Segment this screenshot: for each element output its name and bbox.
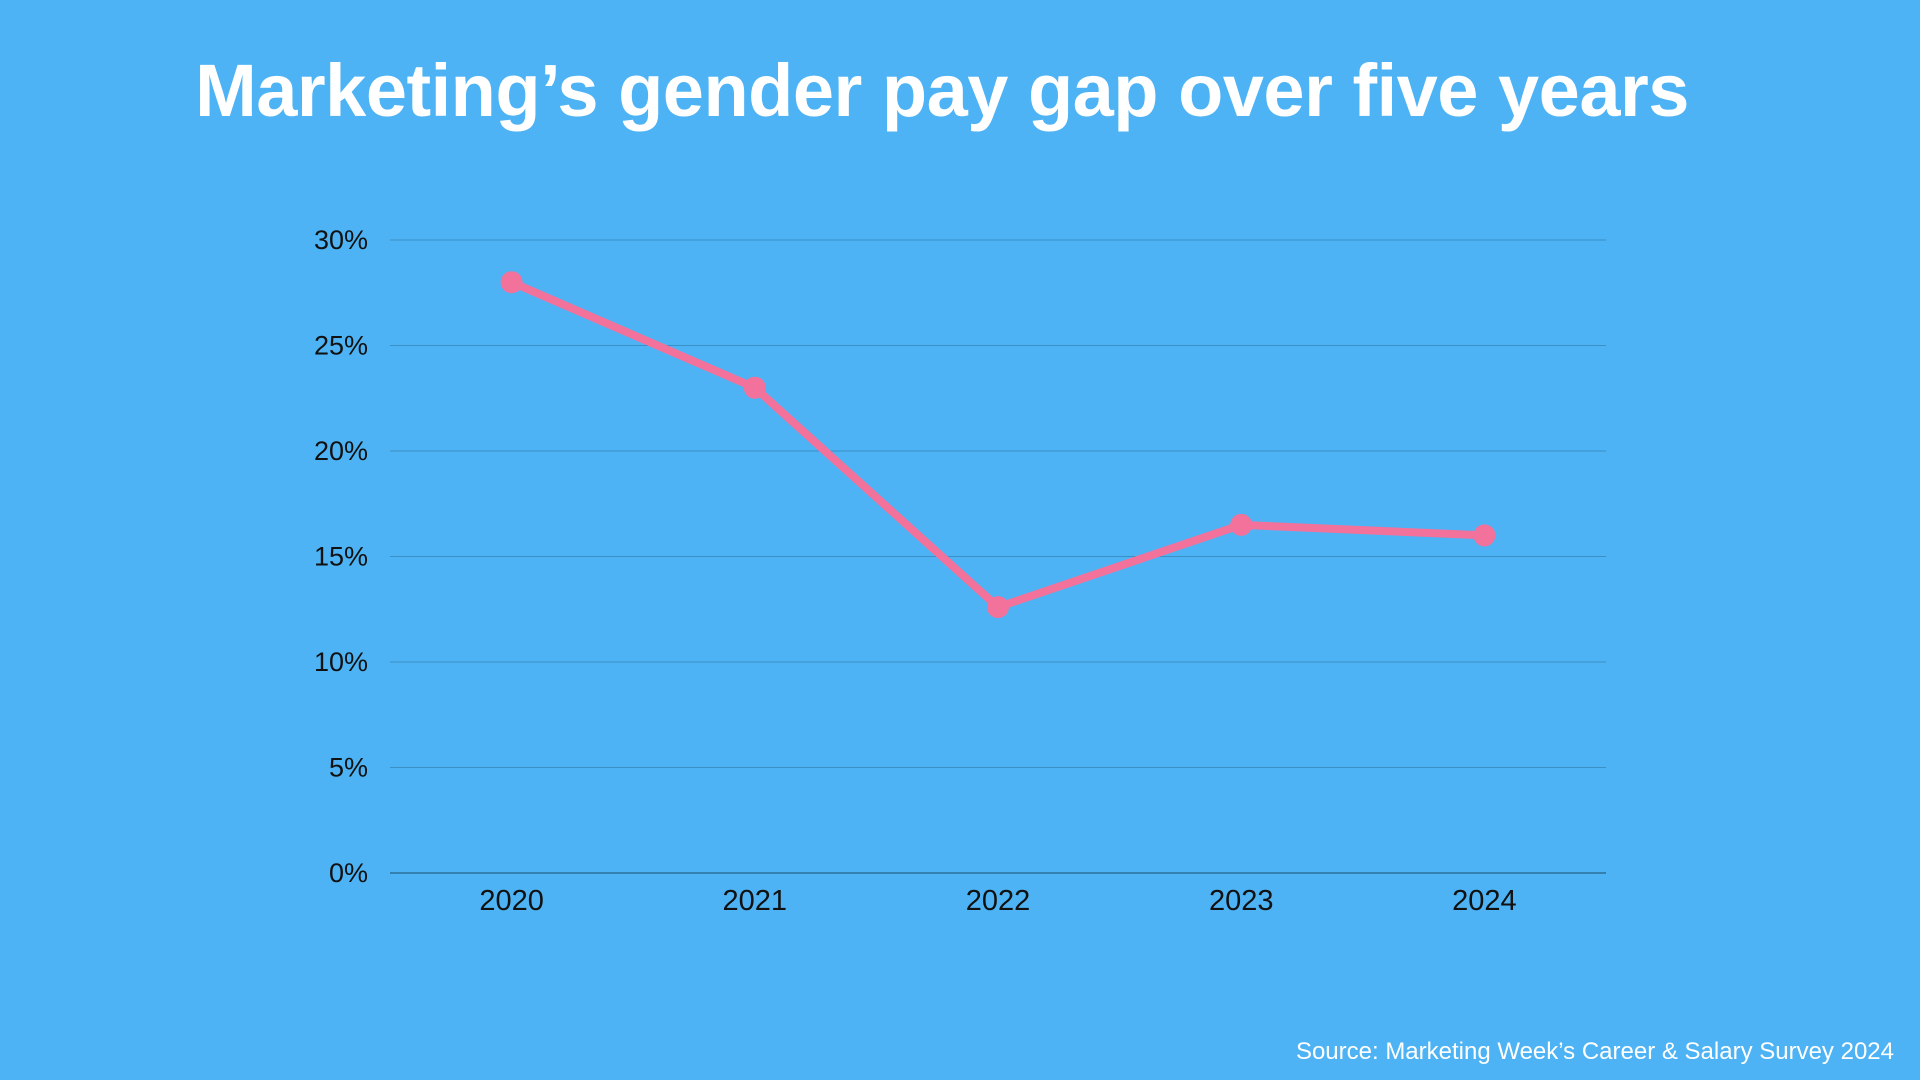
series-line [507, 278, 1489, 612]
source-note: Source: Marketing Week’s Career & Salary… [1295, 1038, 1894, 1065]
y-tick-label: 15% [314, 542, 368, 572]
x-tick-label: 2024 [1452, 885, 1517, 917]
y-tick-label: 10% [314, 647, 368, 677]
x-axis-ticks: 2020 2021 2022 2023 2024 [479, 885, 1516, 917]
x-tick-label: 2021 [723, 885, 788, 917]
data-point [1473, 524, 1496, 547]
series-layer [500, 271, 1496, 619]
y-tick-label: 20% [314, 436, 368, 466]
y-tick-label: 5% [329, 753, 368, 783]
y-tick-label: 25% [314, 331, 368, 361]
y-tick-label: 30% [314, 225, 368, 255]
gridlines [390, 239, 1606, 874]
data-point [500, 271, 523, 294]
x-tick-label: 2022 [966, 885, 1031, 917]
x-tick-label: 2020 [479, 885, 544, 917]
data-point [743, 376, 766, 399]
x-tick-label: 2023 [1209, 885, 1274, 917]
data-point [1230, 513, 1253, 536]
y-tick-label: 0% [329, 858, 368, 888]
y-axis-ticks: 0% 5% 10% 15% 20% 25% 30% [314, 225, 368, 888]
chart-title: Marketing’s gender pay gap over five yea… [195, 49, 1689, 132]
data-point [987, 596, 1009, 619]
